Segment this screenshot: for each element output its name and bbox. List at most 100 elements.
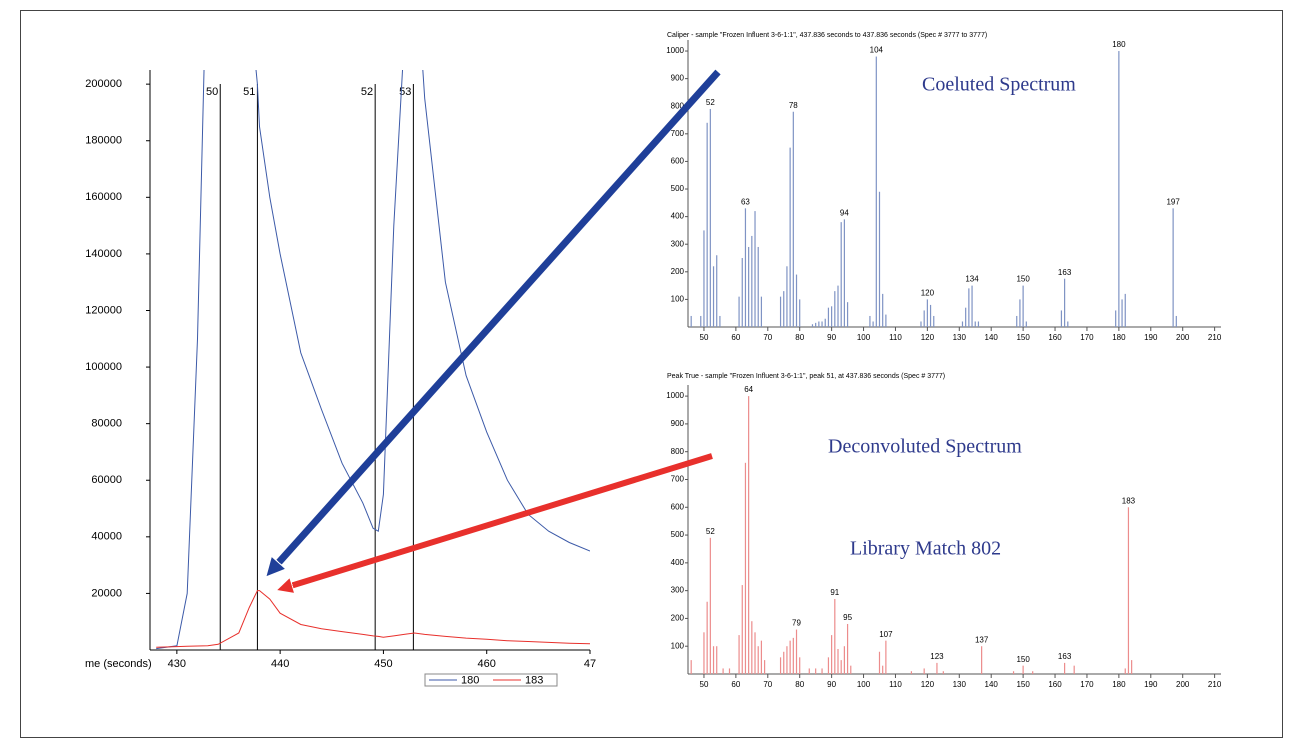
spectrum-bar (754, 632, 756, 674)
peak-label: 52 (706, 98, 715, 107)
x-tick-label: 150 (1016, 333, 1030, 342)
annotation: Coeluted Spectrum (922, 74, 1076, 96)
spectrum-bar (779, 657, 782, 674)
spectrum-bar (1022, 665, 1024, 674)
peak-label: 91 (830, 588, 839, 597)
spectrum-bar (757, 646, 759, 674)
spectrum-bar (1016, 315, 1018, 327)
spectrum-bar (1121, 299, 1123, 327)
series-line (156, 70, 590, 650)
peak-label: 120 (921, 289, 935, 298)
peak-label: 78 (789, 101, 798, 110)
spectrum-bar (882, 293, 884, 327)
spectrum-bar (795, 629, 798, 674)
spectrum-bar (763, 660, 766, 674)
spectrum-bar (965, 307, 967, 327)
x-tick-label: 100 (857, 680, 871, 689)
spectrum-bar (850, 665, 852, 674)
y-tick-label: 400 (671, 212, 685, 221)
spectrum-bar (760, 640, 763, 674)
spectrum-bar (875, 56, 877, 328)
spectrum-bar (792, 111, 794, 327)
peak-label: 63 (741, 197, 750, 206)
x-tick-label: 210 (1208, 680, 1222, 689)
x-tick-label: 130 (953, 680, 967, 689)
spectrum-bar (786, 266, 788, 327)
y-tick-label: 1000 (666, 46, 684, 55)
spectrum-bar (703, 230, 705, 327)
x-tick-label: 160 (1048, 680, 1062, 689)
spectrum-bar (1127, 507, 1130, 674)
spectrum-bar (811, 324, 814, 327)
spectrum-bar (1131, 660, 1133, 674)
series-line (156, 590, 590, 648)
spectrum-bar (748, 246, 750, 327)
spectrum-bar (827, 657, 830, 674)
peak-marker-label: 53 (399, 86, 411, 98)
spectrum-bar (885, 640, 887, 674)
spectrum-bar (929, 304, 932, 327)
spectrum-bar (706, 122, 708, 328)
x-tick-label: 430 (168, 658, 186, 670)
y-tick-label: 120000 (85, 304, 122, 316)
spectrum-bar (923, 310, 925, 327)
x-tick-label: 90 (827, 680, 836, 689)
spectrum-bar (703, 632, 705, 674)
x-tick-label: 180 (1112, 333, 1126, 342)
spectrum-bar (974, 321, 976, 327)
peak-label: 180 (1112, 40, 1126, 49)
spectrum-bar (795, 274, 798, 327)
x-tick-label: 70 (763, 680, 772, 689)
spectrum-bar (741, 585, 743, 674)
y-tick-label: 900 (671, 419, 685, 428)
arrow-blue (272, 69, 721, 570)
spectrum-bar (831, 306, 833, 327)
peak-marker-label: 50 (206, 86, 218, 98)
spectrum-bar (779, 296, 782, 327)
y-tick-label: 140000 (85, 248, 122, 260)
peak-label: 52 (706, 527, 715, 536)
y-tick-label: 900 (671, 74, 685, 83)
peak-label: 94 (840, 208, 849, 217)
slide-border (20, 10, 1283, 738)
x-tick-label: 140 (985, 333, 999, 342)
spectrum-bar (843, 646, 845, 674)
spectrum-bar (1022, 285, 1024, 327)
spectrum-bar (840, 660, 842, 674)
spectrum-bar (1032, 671, 1034, 674)
x-tick-label: 190 (1144, 333, 1158, 342)
spectrum-bar (834, 291, 836, 327)
spectrum-bar (869, 315, 871, 327)
x-tick-label: 160 (1048, 333, 1062, 342)
spectrum-bar (1025, 321, 1027, 327)
peak-marker-label: 51 (243, 86, 255, 98)
y-tick-label: 500 (671, 184, 685, 193)
spectrum-bar (738, 635, 740, 674)
spectrum-bar (878, 191, 881, 327)
spectrum-bar (1064, 662, 1066, 674)
x-tick-label: 60 (731, 333, 740, 342)
spectrum-bar (716, 646, 718, 674)
spectrum-bar (981, 646, 983, 674)
spectrum-bar (789, 147, 791, 327)
y-tick-label: 700 (671, 129, 685, 138)
spectrum-bar (744, 462, 747, 674)
x-tick-label: 140 (985, 680, 999, 689)
peak-label: 150 (1016, 655, 1030, 664)
x-tick-label: 190 (1144, 680, 1158, 689)
spectrum-bar (831, 635, 833, 674)
spectrum-bar (920, 321, 922, 327)
spectrum-bar (706, 601, 708, 674)
chart-title: Peak True - sample "Frozen Influent 3-6-… (667, 373, 945, 380)
spectrum-bar (971, 285, 973, 327)
x-tick-label: 60 (731, 680, 740, 689)
x-tick-label: 130 (953, 333, 967, 342)
x-tick-label: 170 (1080, 333, 1094, 342)
x-tick-label: 460 (478, 658, 496, 670)
y-tick-label: 300 (671, 586, 685, 595)
spectrum-bar (760, 296, 763, 327)
spectrum-bar (690, 660, 692, 674)
spectrum-bar (1175, 315, 1177, 327)
x-tick-label: 120 (921, 333, 935, 342)
